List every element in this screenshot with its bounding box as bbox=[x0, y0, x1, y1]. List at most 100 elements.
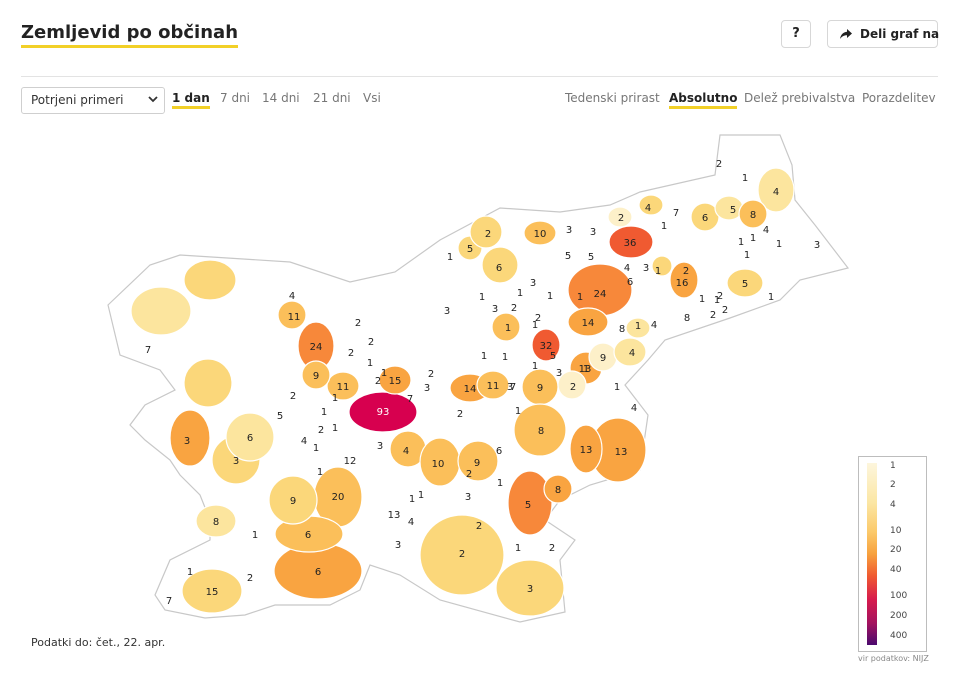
legend-label: 100 bbox=[890, 591, 908, 601]
municipality-value-label: 2 bbox=[355, 318, 361, 329]
municipality-region[interactable] bbox=[183, 358, 233, 408]
municipality-value-label: 24 bbox=[594, 289, 607, 300]
municipality-value-label: 11 bbox=[288, 312, 301, 323]
municipality-value-label: 3 bbox=[590, 227, 596, 238]
municipality-region[interactable] bbox=[523, 220, 557, 246]
municipality-region[interactable] bbox=[130, 286, 192, 336]
legend-label: 2 bbox=[890, 480, 896, 490]
municipality-value-label: 4 bbox=[289, 291, 295, 302]
municipality-value-label: 2 bbox=[247, 573, 253, 584]
municipality-value-label: 6 bbox=[315, 567, 321, 578]
municipality-value-label: 1 bbox=[313, 443, 319, 454]
metric-select-value: Potrjeni primeri bbox=[31, 93, 124, 107]
municipality-region[interactable] bbox=[481, 246, 519, 284]
municipality-region[interactable] bbox=[608, 225, 654, 259]
tab-delez-prebivalstva[interactable]: Delež prebivalstva bbox=[744, 91, 856, 105]
municipality-region[interactable] bbox=[557, 370, 587, 400]
municipality-value-label: 1 bbox=[447, 252, 453, 263]
municipality-value-label: 8 bbox=[213, 517, 219, 528]
tab-absolutno[interactable]: Absolutno bbox=[669, 91, 738, 109]
municipality-value-label: 3 bbox=[233, 456, 239, 467]
municipality-value-label: 13 bbox=[579, 364, 592, 375]
municipality-region[interactable] bbox=[507, 470, 553, 536]
municipality-value-label: 16 bbox=[676, 278, 689, 289]
municipality-region[interactable] bbox=[543, 474, 573, 504]
municipality-region[interactable] bbox=[651, 255, 673, 277]
municipality-value-label: 11 bbox=[487, 381, 500, 392]
share-button-label: Deli graf na bbox=[860, 27, 940, 41]
municipality-region[interactable] bbox=[607, 206, 633, 228]
municipality-value-label: 7 bbox=[510, 382, 516, 393]
municipality-value-label: 1 bbox=[481, 351, 487, 362]
municipality-value-label: 1 bbox=[252, 530, 258, 541]
tab-14-dni[interactable]: 14 dni bbox=[262, 91, 300, 105]
municipality-region[interactable] bbox=[495, 559, 565, 617]
municipality-region[interactable] bbox=[476, 370, 510, 400]
municipality-value-label: 6 bbox=[496, 446, 502, 457]
municipality-value-label: 2 bbox=[535, 313, 541, 324]
municipality-value-label: 2 bbox=[549, 543, 555, 554]
municipality-value-label: 8 bbox=[538, 426, 544, 437]
municipality-value-label: 1 bbox=[515, 543, 521, 554]
municipality-value-label: 3 bbox=[465, 492, 471, 503]
municipality-value-label: 9 bbox=[313, 371, 319, 382]
municipality-value-label: 6 bbox=[247, 433, 253, 444]
municipality-region[interactable] bbox=[277, 300, 307, 330]
municipality-region[interactable] bbox=[195, 504, 237, 538]
tab-vsi[interactable]: Vsi bbox=[363, 91, 381, 105]
help-button[interactable]: ? bbox=[781, 20, 811, 48]
municipality-region[interactable] bbox=[301, 360, 331, 390]
municipality-value-label: 1 bbox=[532, 320, 538, 331]
tab-21-dni[interactable]: 21 dni bbox=[313, 91, 351, 105]
color-legend: 1 2 4 10 20 40 100 200 400 bbox=[858, 456, 927, 652]
share-button[interactable]: Deli graf na bbox=[827, 20, 940, 48]
municipality-region[interactable] bbox=[183, 259, 237, 301]
municipality-region[interactable] bbox=[613, 337, 647, 367]
municipality-value-label: 15 bbox=[206, 587, 219, 598]
municipality-region[interactable] bbox=[669, 261, 699, 299]
municipality-value-label: 5 bbox=[550, 351, 556, 362]
municipality-region[interactable] bbox=[326, 371, 360, 401]
municipality-value-label: 1 bbox=[577, 292, 583, 303]
municipality-region[interactable] bbox=[169, 409, 211, 467]
municipality-value-label: 4 bbox=[631, 403, 637, 414]
municipality-region[interactable] bbox=[181, 568, 243, 614]
municipality-value-label: 2 bbox=[368, 337, 374, 348]
municipality-region[interactable] bbox=[378, 365, 412, 395]
municipality-region[interactable] bbox=[625, 317, 651, 339]
municipality-value-label: 2 bbox=[710, 310, 716, 321]
municipality-value-label: 1 bbox=[381, 368, 387, 379]
municipality-region[interactable] bbox=[491, 312, 521, 342]
municipality-region[interactable] bbox=[567, 307, 609, 337]
municipality-region[interactable] bbox=[738, 199, 768, 229]
municipality-region[interactable] bbox=[531, 328, 561, 362]
municipality-value-label: 3 bbox=[507, 382, 513, 393]
municipality-value-label: 15 bbox=[389, 376, 402, 387]
municipality-value-label: 2 bbox=[466, 469, 472, 480]
municipality-value-label: 13 bbox=[388, 510, 401, 521]
tab-1-dan[interactable]: 1 dan bbox=[172, 91, 210, 109]
municipality-region[interactable] bbox=[726, 268, 764, 298]
municipality-value-label: 1 bbox=[409, 494, 415, 505]
tab-porazdelitev[interactable]: Porazdelitev bbox=[862, 91, 936, 105]
municipality-region[interactable] bbox=[348, 391, 418, 433]
municipality-region[interactable] bbox=[268, 475, 318, 525]
municipality-region[interactable] bbox=[513, 403, 567, 457]
municipality-region[interactable] bbox=[225, 412, 275, 462]
municipality-value-label: 7 bbox=[673, 208, 679, 219]
municipality-value-label: 5 bbox=[467, 244, 473, 255]
tab-tedenski-prirast[interactable]: Tedenski prirast bbox=[565, 91, 660, 105]
municipality-region[interactable] bbox=[419, 514, 505, 596]
municipality-value-label: 5 bbox=[565, 251, 571, 262]
municipality-region[interactable] bbox=[457, 440, 499, 482]
tab-7-dni[interactable]: 7 dni bbox=[220, 91, 251, 105]
metric-select[interactable]: Potrjeni primeri bbox=[21, 87, 165, 114]
municipality-region[interactable] bbox=[757, 167, 795, 213]
municipality-region[interactable] bbox=[569, 424, 603, 474]
municipality-value-label: 3 bbox=[184, 436, 190, 447]
municipality-region[interactable] bbox=[469, 215, 503, 249]
municipality-value-label: 2 bbox=[683, 266, 689, 277]
municipality-value-label: 5 bbox=[742, 279, 748, 290]
municipality-region[interactable] bbox=[638, 194, 664, 216]
